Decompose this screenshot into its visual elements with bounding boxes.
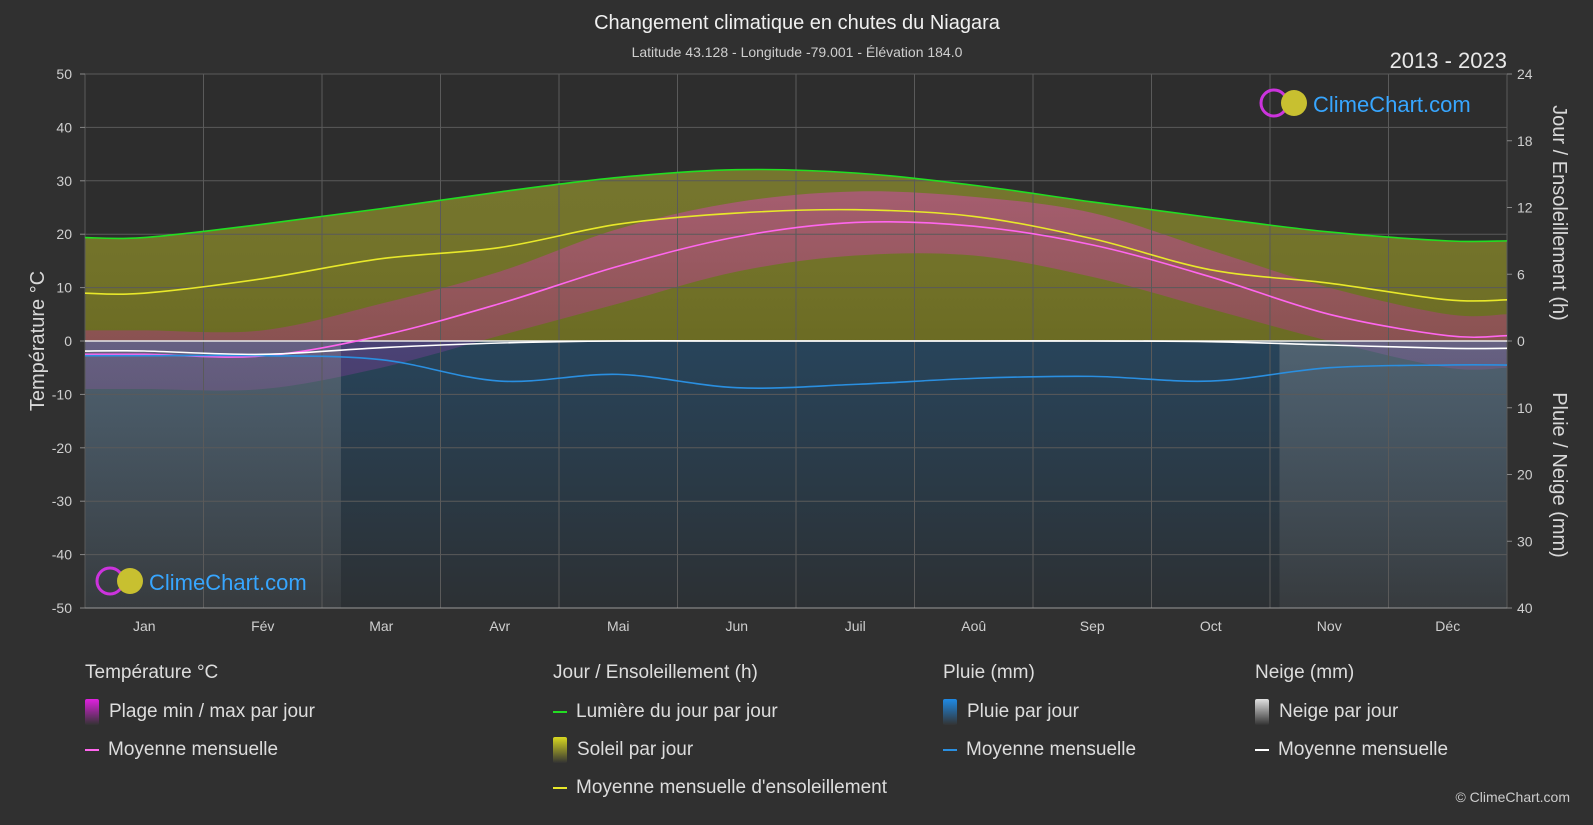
series-lines: [84, 168, 1508, 389]
y-left-tick-label: 10: [56, 280, 72, 296]
y-right-hours-tick-label: 12: [1517, 200, 1533, 216]
y-right-precip-tick-label: 20: [1517, 467, 1533, 483]
x-tick-label: Nov: [1317, 618, 1342, 634]
legend-item-label: Moyenne mensuelle d'ensoleillement: [576, 777, 887, 798]
y-left-tick-label: 40: [56, 119, 72, 135]
y-left-tick-label: -20: [52, 440, 72, 456]
legend-item: Moyenne mensuelle d'ensoleillement: [553, 776, 887, 800]
series-line: [84, 354, 1508, 389]
legend-item-label: Moyenne mensuelle: [1278, 739, 1449, 760]
x-tick-label: Jan: [133, 618, 156, 634]
chart-header: Changement climatique en chutes du Niaga…: [594, 12, 1507, 73]
series-line: [84, 340, 1508, 356]
legend-group: Neige (mm) Neige par jour Moyenne mensuell…: [1255, 662, 1448, 776]
y-right-hours-tick-label: 18: [1517, 133, 1533, 149]
legend-group-title: Neige (mm): [1255, 662, 1355, 683]
y-left-tick-label: -10: [52, 386, 72, 402]
y-right-hours-tick-label: 0: [1517, 333, 1525, 349]
legend-group: Jour / Ensoleillement (h) Lumière du jour…: [553, 662, 887, 814]
legend-item-label: Soleil par jour: [577, 739, 694, 760]
series-line: [84, 168, 1508, 243]
legend-item: Neige par jour: [1255, 699, 1448, 725]
legend-swatch-box-icon: [943, 699, 957, 725]
legend-swatch-line-icon: [553, 787, 567, 789]
y-right-hours-tick-label: 24: [1517, 66, 1533, 82]
series-line: [84, 220, 1508, 358]
x-tick-label: Mai: [607, 618, 630, 634]
y-right-precip-tick-label: 40: [1517, 600, 1533, 616]
legend-item: Moyenne mensuelle: [85, 738, 315, 762]
y-right-bottom-axis-title: Pluie / Neige (mm): [1548, 392, 1570, 558]
series-line: [84, 208, 1508, 302]
logo-sun-icon: [117, 568, 143, 594]
legend-swatch-box-icon: [1255, 699, 1269, 725]
x-tick-label: Déc: [1435, 618, 1460, 634]
logo-text-top: ClimeChart.com: [1313, 92, 1471, 117]
legend-swatch-line-icon: [943, 749, 957, 751]
chart-subtitle: Latitude 43.128 - Longitude -79.001 - Él…: [632, 44, 963, 60]
y-left-tick-label: 0: [64, 333, 72, 349]
legend-group: Pluie (mm) Pluie par jour Moyenne mensuell…: [943, 662, 1136, 776]
y-right-hours-tick-label: 6: [1517, 266, 1525, 282]
y-left-tick-label: 30: [56, 173, 72, 189]
logo-text-bottom: ClimeChart.com: [149, 570, 307, 595]
legend-item: Plage min / max par jour: [85, 699, 315, 725]
x-tick-label: Juil: [845, 618, 866, 634]
y-left-tick-label: 20: [56, 226, 72, 242]
legend-item-label: Pluie par jour: [967, 701, 1079, 722]
x-tick-label: Mar: [369, 618, 393, 634]
x-tick-label: Fév: [251, 618, 274, 634]
legend-group-title: Pluie (mm): [943, 662, 1035, 683]
legend-item-label: Moyenne mensuelle: [966, 739, 1137, 760]
y-right-precip-tick-label: 30: [1517, 533, 1533, 549]
x-tick-label: Aoû: [961, 618, 986, 634]
legend-swatch-line-icon: [1255, 749, 1269, 751]
y-right-top-axis-title: Jour / Ensoleillement (h): [1548, 105, 1570, 321]
chart-title: Changement climatique en chutes du Niaga…: [594, 12, 1001, 34]
legend-swatch-line-icon: [85, 749, 99, 751]
y-left-tick-label: -30: [52, 493, 72, 509]
x-tick-label: Avr: [489, 618, 510, 634]
legend-group-title: Température °C: [85, 662, 219, 683]
x-tick-label: Jun: [725, 618, 748, 634]
x-tick-label: Sep: [1080, 618, 1105, 634]
legend-item-label: Neige par jour: [1279, 701, 1399, 722]
logo-sun-icon: [1281, 90, 1307, 116]
y-left-tick-label: 50: [56, 66, 72, 82]
legend-item: Lumière du jour par jour: [553, 700, 887, 724]
legend-group: Température °C Plage min / max par jour Mo…: [85, 662, 315, 776]
logo-top: ClimeChart.com: [1259, 88, 1471, 118]
y-left-tick-label: -50: [52, 600, 72, 616]
y-right-precip-tick-label: 10: [1517, 400, 1533, 416]
copyright: © ClimeChart.com: [1455, 789, 1570, 805]
x-tick-label: Oct: [1200, 618, 1222, 634]
legend-group-title: Jour / Ensoleillement (h): [553, 662, 758, 683]
snow-daily-band-winter-end: [1279, 341, 1507, 608]
legend-item: Soleil par jour: [553, 737, 887, 763]
y-left-axis-title: Température °C: [27, 271, 49, 411]
legend-swatch-box-icon: [85, 699, 99, 725]
axis-titles: Température °C Jour / Ensoleillement (h)…: [27, 105, 1570, 558]
y-left-tick-label: -40: [52, 547, 72, 563]
axes: 50 40 30 20 10 0 -10 -20 -30 -40 -50 24 18 12 6 0 10 20 30…: [52, 66, 1533, 634]
legend-swatch-box-icon: [553, 737, 567, 763]
snow-daily-band-winter-start: [85, 341, 341, 608]
legend-item: Moyenne mensuelle: [943, 738, 1136, 762]
legend-item: Pluie par jour: [943, 699, 1136, 725]
legend-item-label: Lumière du jour par jour: [576, 701, 778, 722]
legend-item: Moyenne mensuelle: [1255, 738, 1448, 762]
legend-item-label: Plage min / max par jour: [109, 701, 315, 722]
grid-lines: [84, 73, 1508, 609]
legend-swatch-line-icon: [553, 711, 567, 713]
year-range: 2013 - 2023: [1390, 48, 1507, 73]
logo-bottom: ClimeChart.com: [95, 566, 307, 596]
legend-item-label: Moyenne mensuelle: [108, 739, 279, 760]
